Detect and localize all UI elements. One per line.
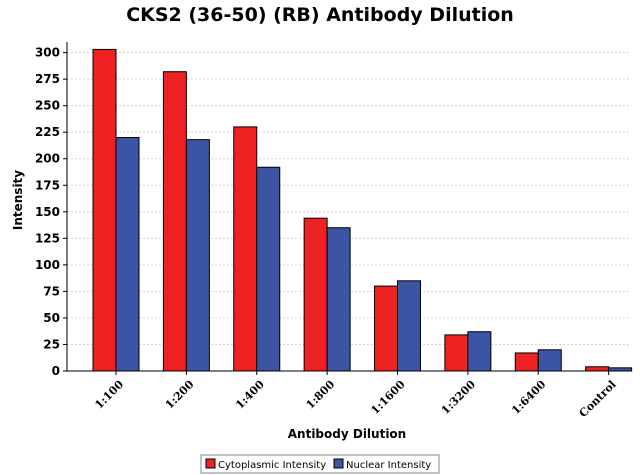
y-tick-label: 50 — [43, 311, 60, 325]
x-tick-label: Control — [577, 378, 619, 420]
legend-label-nuclear: Nuclear Intensity — [346, 460, 431, 471]
x-tick-label: 1:200 — [163, 378, 197, 412]
bar-cytoplasmic-7 — [585, 366, 610, 372]
y-tick-label: 0 — [52, 364, 60, 378]
x-tick-label: 1:3200 — [439, 378, 478, 417]
bar-cytoplasmic-4 — [374, 285, 398, 372]
bar-cytoplasmic-0 — [92, 48, 117, 372]
y-tick-label: 125 — [35, 231, 60, 245]
x-axis-title: Antibody Dilution — [288, 427, 406, 441]
y-tick-label: 300 — [35, 46, 60, 60]
bar-cytoplasmic-6 — [514, 352, 539, 372]
legend-swatch-cytoplasmic — [205, 458, 216, 469]
x-tick-label: 1:100 — [92, 378, 126, 412]
legend-frame — [200, 454, 440, 474]
y-tick-label: 225 — [35, 125, 60, 139]
legend-swatch-nuclear — [333, 458, 344, 469]
bar-nuclear-3 — [326, 227, 351, 372]
y-axis-ticks: 0 25 50 75 100 125 150 175 200 225 250 275 300 — [35, 46, 67, 378]
legend: Cytoplasmic Intensity Nuclear Intensity — [200, 454, 440, 474]
y-tick-label: 75 — [43, 284, 60, 298]
y-tick-label: 150 — [35, 205, 60, 219]
bar-nuclear-4 — [397, 280, 421, 372]
y-tick-label: 275 — [35, 72, 60, 86]
bar-nuclear-6 — [537, 349, 562, 372]
x-tick-label: 1:6400 — [509, 378, 548, 417]
x-axis-ticks: 1:100 1:200 1:400 1:800 1:1600 1:3200 1:6400 Co… — [92, 371, 619, 420]
bar-cytoplasmic-3 — [303, 217, 328, 372]
bar-nuclear-5 — [467, 331, 492, 372]
legend-label-cytoplasmic: Cytoplasmic Intensity — [218, 460, 326, 471]
x-tick-label: 1:1600 — [368, 378, 407, 417]
y-tick-label: 200 — [35, 152, 60, 166]
y-tick-label: 25 — [43, 337, 60, 351]
bar-nuclear-0 — [115, 137, 140, 372]
chart-title: CKS2 (36-50) (RB) Antibody Dilution — [126, 4, 514, 26]
bar-nuclear-2 — [256, 166, 281, 372]
bar-nuclear-1 — [185, 139, 210, 372]
x-tick-label: 1:400 — [233, 378, 267, 412]
y-axis-title: Intensity — [11, 170, 25, 230]
bar-cytoplasmic-5 — [444, 334, 469, 372]
bar-cytoplasmic-1 — [162, 71, 187, 372]
bars — [92, 48, 633, 372]
x-tick-label: 1:800 — [304, 378, 338, 412]
y-tick-label: 175 — [35, 178, 60, 192]
y-tick-label: 100 — [35, 258, 60, 272]
bar-cytoplasmic-2 — [233, 126, 258, 372]
y-tick-label: 250 — [35, 99, 60, 113]
